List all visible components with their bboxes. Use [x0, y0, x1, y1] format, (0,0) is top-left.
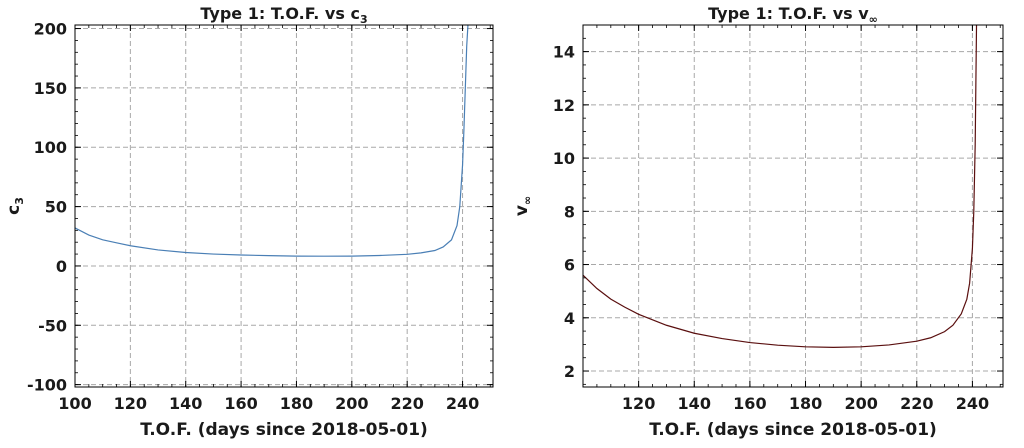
y-tick-label: 10 — [553, 149, 575, 168]
y-tick-label: 6 — [564, 256, 575, 275]
y-tick-label: 50 — [45, 198, 67, 217]
x-tick-label: 100 — [58, 394, 91, 413]
x-tick-label: 220 — [390, 394, 423, 413]
y-tick-label: 14 — [553, 43, 575, 62]
x-tick-label: 120 — [622, 394, 655, 413]
plot-frame-c3 — [74, 24, 494, 388]
x-axis-label-c3: T.O.F. (days since 2018-05-01) — [140, 420, 428, 440]
x-tick-label: 160 — [733, 394, 766, 413]
y-axis-label-v-inf: v∞ — [512, 196, 534, 216]
x-tick-label: 120 — [114, 394, 147, 413]
grid-v-inf — [583, 25, 1003, 387]
x-tick-label: 240 — [956, 394, 989, 413]
x-tick-label: 140 — [678, 394, 711, 413]
y-tick-label: 8 — [564, 202, 575, 221]
x-tick-label: 200 — [844, 394, 877, 413]
chart-title-v-inf: Type 1: T.O.F. vs v∞ — [708, 4, 878, 26]
series-line-c3 — [75, 25, 469, 257]
y-tick-label: 200 — [34, 20, 67, 39]
y-tick-label: 2 — [564, 362, 575, 381]
y-axis-label-c3: c3 — [4, 197, 26, 215]
y-tick-label: -50 — [38, 316, 67, 335]
grid-c3 — [75, 25, 493, 387]
y-tick-label: 150 — [34, 79, 67, 98]
x-tick-label: 240 — [446, 394, 479, 413]
y-tick-label: 12 — [553, 96, 575, 115]
plot-frame-v-inf — [582, 24, 1004, 388]
x-tick-label: 200 — [335, 394, 368, 413]
y-tick-label: 0 — [56, 257, 67, 276]
chart-title-c3: Type 1: T.O.F. vs c3 — [200, 4, 367, 26]
ticks-c3 — [74, 25, 493, 387]
c3-chart: Type 1: T.O.F. vs c3 T.O.F. (days since … — [4, 4, 494, 440]
y-tick-label: 100 — [34, 138, 67, 157]
x-axis-label-v-inf: T.O.F. (days since 2018-05-01) — [649, 420, 937, 440]
y-tick-label: 4 — [564, 309, 575, 328]
x-tick-label: 220 — [900, 394, 933, 413]
series-line-v-inf — [583, 25, 978, 348]
x-tick-label: 140 — [169, 394, 202, 413]
ticks-v-inf — [582, 24, 1003, 387]
x-tick-label: 160 — [224, 394, 257, 413]
x-tick-label: 180 — [789, 394, 822, 413]
x-tick-label: 180 — [280, 394, 313, 413]
y-tick-label: -100 — [27, 376, 67, 395]
v-inf-chart: Type 1: T.O.F. vs v∞ T.O.F. (days since … — [512, 4, 1004, 440]
